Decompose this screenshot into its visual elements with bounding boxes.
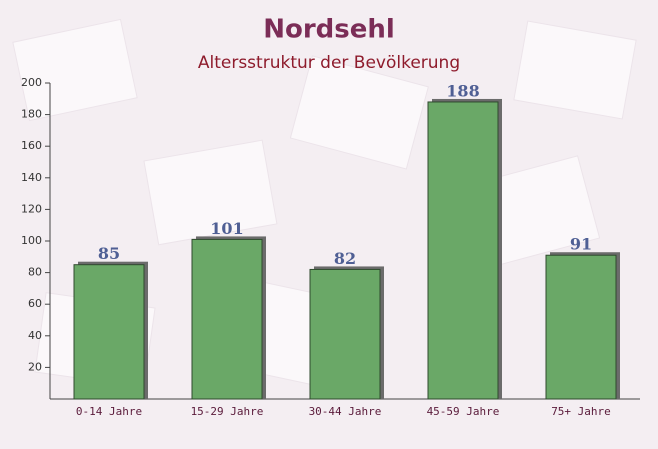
y-tick-label: 160 xyxy=(21,139,42,152)
value-label: 85 xyxy=(98,244,120,263)
y-tick-label: 20 xyxy=(28,360,42,373)
bar xyxy=(309,268,381,400)
value-label: 188 xyxy=(446,81,479,100)
bar xyxy=(545,254,617,400)
x-tick-label: 75+ Jahre xyxy=(551,405,611,418)
x-tick-label: 30-44 Jahre xyxy=(309,405,382,418)
y-tick-label: 140 xyxy=(21,171,42,184)
y-tick-label: 80 xyxy=(28,266,42,279)
bar xyxy=(191,238,263,400)
x-tick-label: 45-59 Jahre xyxy=(427,405,500,418)
y-tick-label: 40 xyxy=(28,329,42,342)
value-label: 82 xyxy=(334,249,356,268)
chart-title: Nordsehl xyxy=(263,15,395,45)
y-tick-label: 200 xyxy=(21,76,42,89)
y-tick-label: 60 xyxy=(28,297,42,310)
x-tick-label: 0-14 Jahre xyxy=(76,405,142,418)
value-label: 101 xyxy=(210,219,243,238)
bar xyxy=(73,264,145,400)
y-tick-label: 180 xyxy=(21,108,42,121)
y-tick-label: 120 xyxy=(21,202,42,215)
chart-subtitle: Altersstruktur der Bevölkerung xyxy=(198,53,460,73)
y-tick-label: 100 xyxy=(21,234,42,247)
x-tick-label: 15-29 Jahre xyxy=(191,405,264,418)
value-label: 91 xyxy=(570,235,592,254)
bar xyxy=(427,101,499,400)
